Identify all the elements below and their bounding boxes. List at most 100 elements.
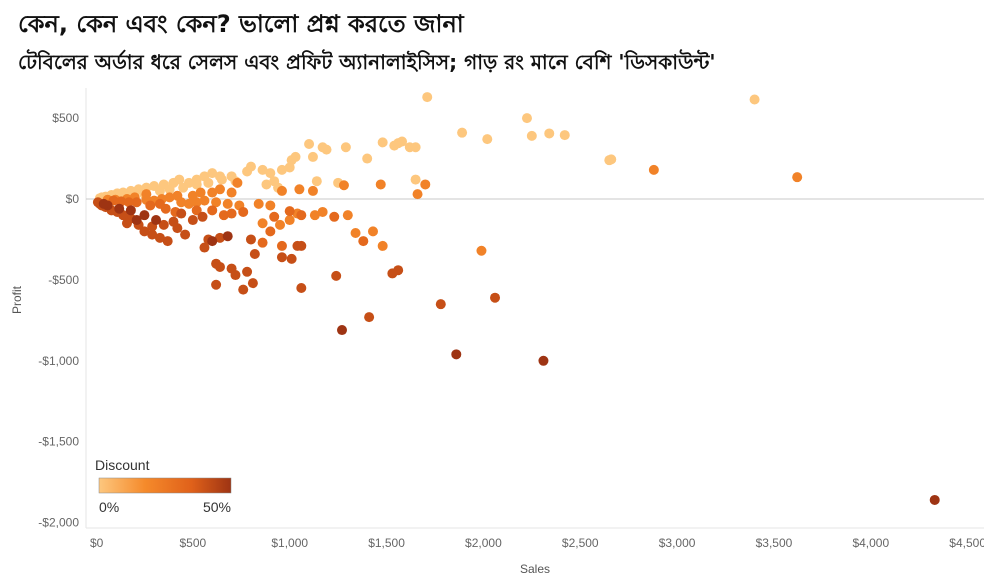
data-point[interactable] <box>317 206 328 217</box>
data-point[interactable] <box>342 210 353 221</box>
data-point[interactable] <box>358 236 369 247</box>
data-point[interactable] <box>180 229 191 240</box>
data-point[interactable] <box>191 205 202 216</box>
data-point[interactable] <box>261 179 272 190</box>
data-point[interactable] <box>420 179 431 190</box>
data-point[interactable] <box>139 226 150 237</box>
data-point[interactable] <box>98 198 109 209</box>
data-point[interactable] <box>538 355 549 366</box>
data-point[interactable] <box>307 151 318 162</box>
data-point[interactable] <box>321 144 332 155</box>
data-point[interactable] <box>211 197 222 208</box>
data-point[interactable] <box>375 179 386 190</box>
data-point[interactable] <box>451 349 462 360</box>
data-point[interactable] <box>216 174 227 185</box>
data-point[interactable] <box>207 187 218 198</box>
data-point[interactable] <box>350 227 361 238</box>
data-point[interactable] <box>296 282 307 293</box>
data-point[interactable] <box>309 210 320 221</box>
data-point[interactable] <box>121 218 132 229</box>
data-point[interactable] <box>521 113 532 124</box>
data-point[interactable] <box>265 200 276 211</box>
data-point[interactable] <box>410 174 421 185</box>
data-point[interactable] <box>168 216 179 227</box>
data-point[interactable] <box>222 198 233 209</box>
data-point[interactable] <box>410 142 421 153</box>
data-point[interactable] <box>559 130 570 141</box>
data-point[interactable] <box>265 226 276 237</box>
data-point[interactable] <box>275 219 286 230</box>
data-point[interactable] <box>249 249 260 260</box>
data-point[interactable] <box>276 240 287 251</box>
data-point[interactable] <box>238 284 249 295</box>
data-point[interactable] <box>290 151 301 162</box>
data-point[interactable] <box>276 164 287 175</box>
data-point[interactable] <box>191 179 202 190</box>
data-point[interactable] <box>139 210 150 221</box>
data-point[interactable] <box>162 236 173 247</box>
data-point[interactable] <box>435 299 446 310</box>
data-point[interactable] <box>178 182 189 193</box>
data-point[interactable] <box>329 211 340 222</box>
data-point[interactable] <box>154 185 165 196</box>
data-point[interactable] <box>257 237 268 248</box>
data-point[interactable] <box>364 312 375 323</box>
data-point[interactable] <box>377 137 388 148</box>
data-point[interactable] <box>457 127 468 138</box>
data-point[interactable] <box>387 268 398 279</box>
data-point[interactable] <box>606 154 617 165</box>
data-point[interactable] <box>311 176 322 187</box>
data-point[interactable] <box>331 270 342 281</box>
data-point[interactable] <box>412 189 423 200</box>
data-point[interactable] <box>199 195 210 206</box>
data-point[interactable] <box>176 197 187 208</box>
data-point[interactable] <box>265 168 276 179</box>
data-point[interactable] <box>242 166 253 177</box>
data-point[interactable] <box>199 242 210 253</box>
data-point[interactable] <box>207 205 218 216</box>
data-point[interactable] <box>151 215 162 226</box>
data-point[interactable] <box>226 187 237 198</box>
data-point[interactable] <box>389 140 400 151</box>
data-point[interactable] <box>340 142 351 153</box>
data-point[interactable] <box>191 197 202 208</box>
data-point[interactable] <box>284 162 295 173</box>
data-point[interactable] <box>792 172 803 183</box>
data-point[interactable] <box>207 236 218 247</box>
data-point[interactable] <box>207 168 218 179</box>
data-point[interactable] <box>338 180 349 191</box>
data-point[interactable] <box>222 231 233 242</box>
data-point[interactable] <box>145 200 156 211</box>
data-point[interactable] <box>123 197 134 208</box>
data-point[interactable] <box>247 278 258 289</box>
data-point[interactable] <box>296 210 307 221</box>
data-point[interactable] <box>176 208 187 219</box>
data-point[interactable] <box>131 197 142 208</box>
data-point[interactable] <box>218 210 229 221</box>
data-point[interactable] <box>377 240 388 251</box>
data-point[interactable] <box>232 177 243 188</box>
data-point[interactable] <box>422 92 433 103</box>
data-point[interactable] <box>230 270 241 281</box>
data-point[interactable] <box>147 229 158 240</box>
data-point[interactable] <box>476 245 487 256</box>
data-point[interactable] <box>211 258 222 269</box>
data-point[interactable] <box>269 211 280 222</box>
data-point[interactable] <box>154 198 165 209</box>
data-point[interactable] <box>238 206 249 217</box>
data-point[interactable] <box>245 234 256 245</box>
data-point[interactable] <box>749 94 760 105</box>
data-point[interactable] <box>276 252 287 263</box>
data-point[interactable] <box>362 153 373 164</box>
data-point[interactable] <box>154 232 165 243</box>
data-point[interactable] <box>284 206 295 217</box>
data-point[interactable] <box>304 138 315 149</box>
data-point[interactable] <box>294 184 305 195</box>
data-point[interactable] <box>929 494 940 505</box>
data-point[interactable] <box>114 203 125 214</box>
data-point[interactable] <box>197 211 208 222</box>
data-point[interactable] <box>242 266 253 277</box>
data-point[interactable] <box>276 185 287 196</box>
data-point[interactable] <box>544 128 555 139</box>
data-point[interactable] <box>253 198 264 209</box>
